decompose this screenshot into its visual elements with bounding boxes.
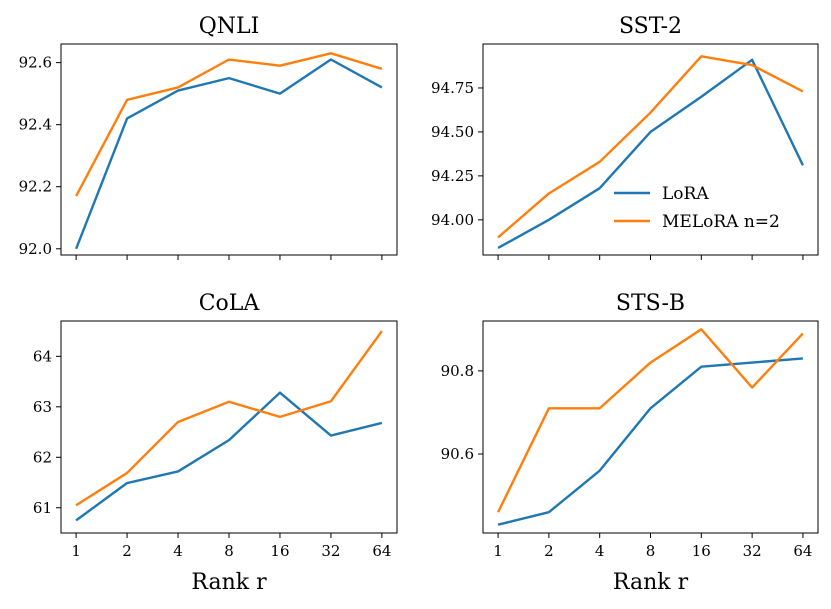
x-tick-label: 64	[372, 542, 391, 560]
x-tick-label: 16	[692, 542, 711, 560]
subplot-sts-b: STS-B 1 2 4 8 16 32 64 90.6 90.8 Rank r	[441, 291, 819, 595]
legend-entry: MELoRA n=2	[662, 212, 780, 232]
axes-frame	[482, 320, 819, 534]
x-tick-label: 32	[743, 542, 762, 560]
subplot-title: SST-2	[619, 14, 682, 39]
series-line-melora	[75, 330, 383, 507]
y-tick-label: 62	[33, 448, 52, 466]
series-line-lora	[497, 357, 804, 526]
series-line-melora	[496, 328, 804, 513]
subplot-title: STS-B	[616, 291, 685, 316]
x-tick-label: 64	[793, 542, 812, 560]
legend-entry: LoRA	[662, 184, 709, 204]
series-line-lora	[497, 58, 805, 250]
subplot-qnli: QNLI 92.0 92.2 92.4 92.6	[19, 14, 398, 260]
legend: LoRA MELoRA n=2	[614, 184, 780, 232]
subplot-title: CoLA	[199, 291, 261, 316]
x-tick-label: 8	[646, 542, 656, 560]
series-line-lora	[75, 58, 383, 250]
x-tick-label: 1	[71, 542, 81, 560]
y-tick-label: 94.50	[431, 123, 474, 141]
y-tick-label: 64	[33, 347, 52, 365]
y-tick-label: 92.2	[19, 178, 52, 196]
axes-frame	[60, 320, 398, 534]
y-tick-label: 94.25	[431, 167, 474, 185]
x-tick-label: 4	[173, 542, 183, 560]
y-tick-label: 90.8	[441, 362, 474, 380]
x-tick-label: 32	[321, 542, 340, 560]
series-line-melora	[75, 52, 383, 197]
x-tick-label: 16	[270, 542, 289, 560]
subplot-sst-2: SST-2 94.00 94.25 94.50 94.75 LoRA MELoRA n=2	[431, 14, 819, 260]
subplot-cola: CoLA 1 2 4 8 16 32 64 61 62 63 64 Rank r	[33, 291, 398, 595]
y-tick-label: 90.6	[441, 445, 474, 463]
x-axis-label: Rank r	[613, 570, 689, 595]
y-tick-label: 94.75	[431, 79, 474, 97]
x-tick-label: 2	[544, 542, 554, 560]
x-axis-label: Rank r	[191, 570, 267, 595]
subplot-title: QNLI	[199, 14, 260, 39]
y-tick-label: 63	[33, 398, 52, 416]
axes-frame	[60, 43, 398, 256]
x-tick-label: 1	[493, 542, 503, 560]
x-tick-label: 4	[595, 542, 605, 560]
x-tick-label: 8	[224, 542, 234, 560]
x-tick-label: 2	[122, 542, 132, 560]
y-tick-label: 94.00	[431, 211, 474, 229]
y-tick-label: 92.6	[19, 54, 52, 72]
series-line-melora	[497, 55, 804, 239]
y-tick-label: 92.4	[19, 116, 52, 134]
series-line-lora	[75, 391, 383, 522]
y-tick-label: 61	[33, 499, 52, 517]
y-tick-label: 92.0	[19, 240, 52, 258]
